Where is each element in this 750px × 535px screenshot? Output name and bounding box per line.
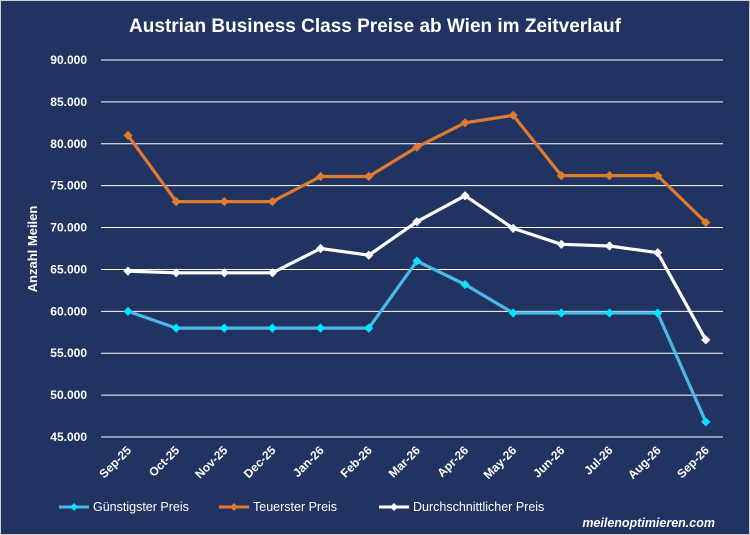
data-point — [460, 191, 470, 201]
credit-text: meilenoptimieren.com — [582, 516, 715, 530]
data-point — [412, 217, 422, 227]
data-point — [701, 217, 711, 228]
data-point — [604, 241, 615, 251]
x-tick-label: Apr-26 — [434, 443, 471, 480]
data-point — [556, 171, 566, 181]
series-lines — [123, 110, 711, 427]
y-tick-label: 65.000 — [50, 262, 87, 276]
data-point — [267, 196, 278, 207]
y-tick-label: 45.000 — [50, 430, 87, 444]
y-tick-label: 90.000 — [50, 53, 87, 67]
y-tick-label: 75.000 — [50, 179, 87, 193]
legend-label: Teuerster Preis — [253, 500, 337, 514]
y-tick-label: 80.000 — [50, 137, 87, 151]
data-point — [267, 268, 278, 278]
data-point — [316, 243, 326, 254]
data-point — [316, 171, 326, 182]
data-point — [219, 268, 229, 278]
legend-label: Günstigster Preis — [93, 500, 189, 514]
legend-entry: Günstigster Preis — [59, 500, 189, 514]
data-point — [508, 110, 518, 120]
x-tick-label: Jun-26 — [530, 443, 567, 480]
data-point — [219, 196, 229, 207]
x-axis-ticks: Sep-25 Oct-25 Nov-25 Dec-25 Jan-26 Feb-26 Mar-… — [96, 443, 712, 482]
data-point — [123, 306, 133, 316]
data-point — [171, 323, 181, 333]
data-point — [604, 308, 615, 318]
data-point — [123, 266, 133, 276]
data-point — [219, 323, 229, 333]
data-point — [653, 308, 663, 318]
data-point — [604, 171, 615, 181]
data-point — [556, 308, 566, 318]
data-point — [123, 130, 133, 140]
data-point — [412, 256, 422, 266]
x-tick-label: May-26 — [481, 443, 520, 482]
data-point — [508, 223, 518, 233]
x-tick-label: Mar-26 — [386, 443, 423, 480]
data-point — [364, 323, 374, 333]
x-tick-label: Oct-25 — [146, 443, 183, 480]
data-point — [412, 142, 422, 152]
data-point — [267, 323, 278, 333]
legend-entry: Durchschnittlicher Preis — [379, 500, 544, 514]
legend-marker — [70, 503, 78, 511]
data-point — [653, 248, 663, 258]
series-line — [126, 113, 707, 224]
legend-marker — [390, 503, 398, 511]
data-point — [701, 335, 711, 345]
data-point — [556, 239, 566, 249]
legend-entry: Teuerster Preis — [219, 500, 337, 514]
data-point — [460, 279, 470, 290]
legend: Günstigster Preis Teuerster Preis Durchsch… — [59, 500, 544, 514]
data-point — [364, 250, 374, 260]
x-tick-label: Feb-26 — [338, 443, 375, 480]
y-axis-ticks: 45.000 50.000 55.000 60.000 65.000 70.000 75.0… — [50, 53, 87, 444]
x-tick-label: Jan-26 — [290, 443, 327, 480]
chart-title: Austrian Business Class Preise ab Wien i… — [129, 16, 622, 37]
y-tick-label: 85.000 — [50, 95, 87, 109]
data-point — [364, 171, 374, 182]
data-point — [171, 268, 181, 278]
legend-label: Durchschnittlicher Preis — [413, 500, 544, 514]
x-tick-label: Jul-26 — [581, 443, 616, 478]
y-tick-label: 50.000 — [50, 388, 87, 402]
x-tick-label: Nov-25 — [192, 443, 230, 481]
x-tick-label: Dec-25 — [241, 443, 279, 481]
data-point — [653, 171, 663, 181]
data-point — [460, 118, 470, 128]
legend-marker — [230, 503, 238, 511]
data-point — [508, 308, 518, 318]
y-axis-label: Anzahl Meilen — [25, 206, 40, 293]
x-tick-label: Sep-26 — [674, 443, 712, 481]
y-tick-label: 60.000 — [50, 304, 87, 318]
data-point — [701, 417, 711, 427]
series-2 — [123, 110, 711, 228]
data-point — [316, 323, 326, 333]
y-tick-label: 55.000 — [50, 346, 87, 360]
series-3 — [123, 191, 711, 345]
data-point — [171, 196, 181, 207]
x-tick-label: Aug-26 — [625, 443, 664, 482]
series-1 — [123, 256, 711, 427]
series-line — [127, 259, 708, 423]
y-tick-label: 70.000 — [50, 221, 87, 235]
x-tick-label: Sep-25 — [96, 443, 134, 481]
